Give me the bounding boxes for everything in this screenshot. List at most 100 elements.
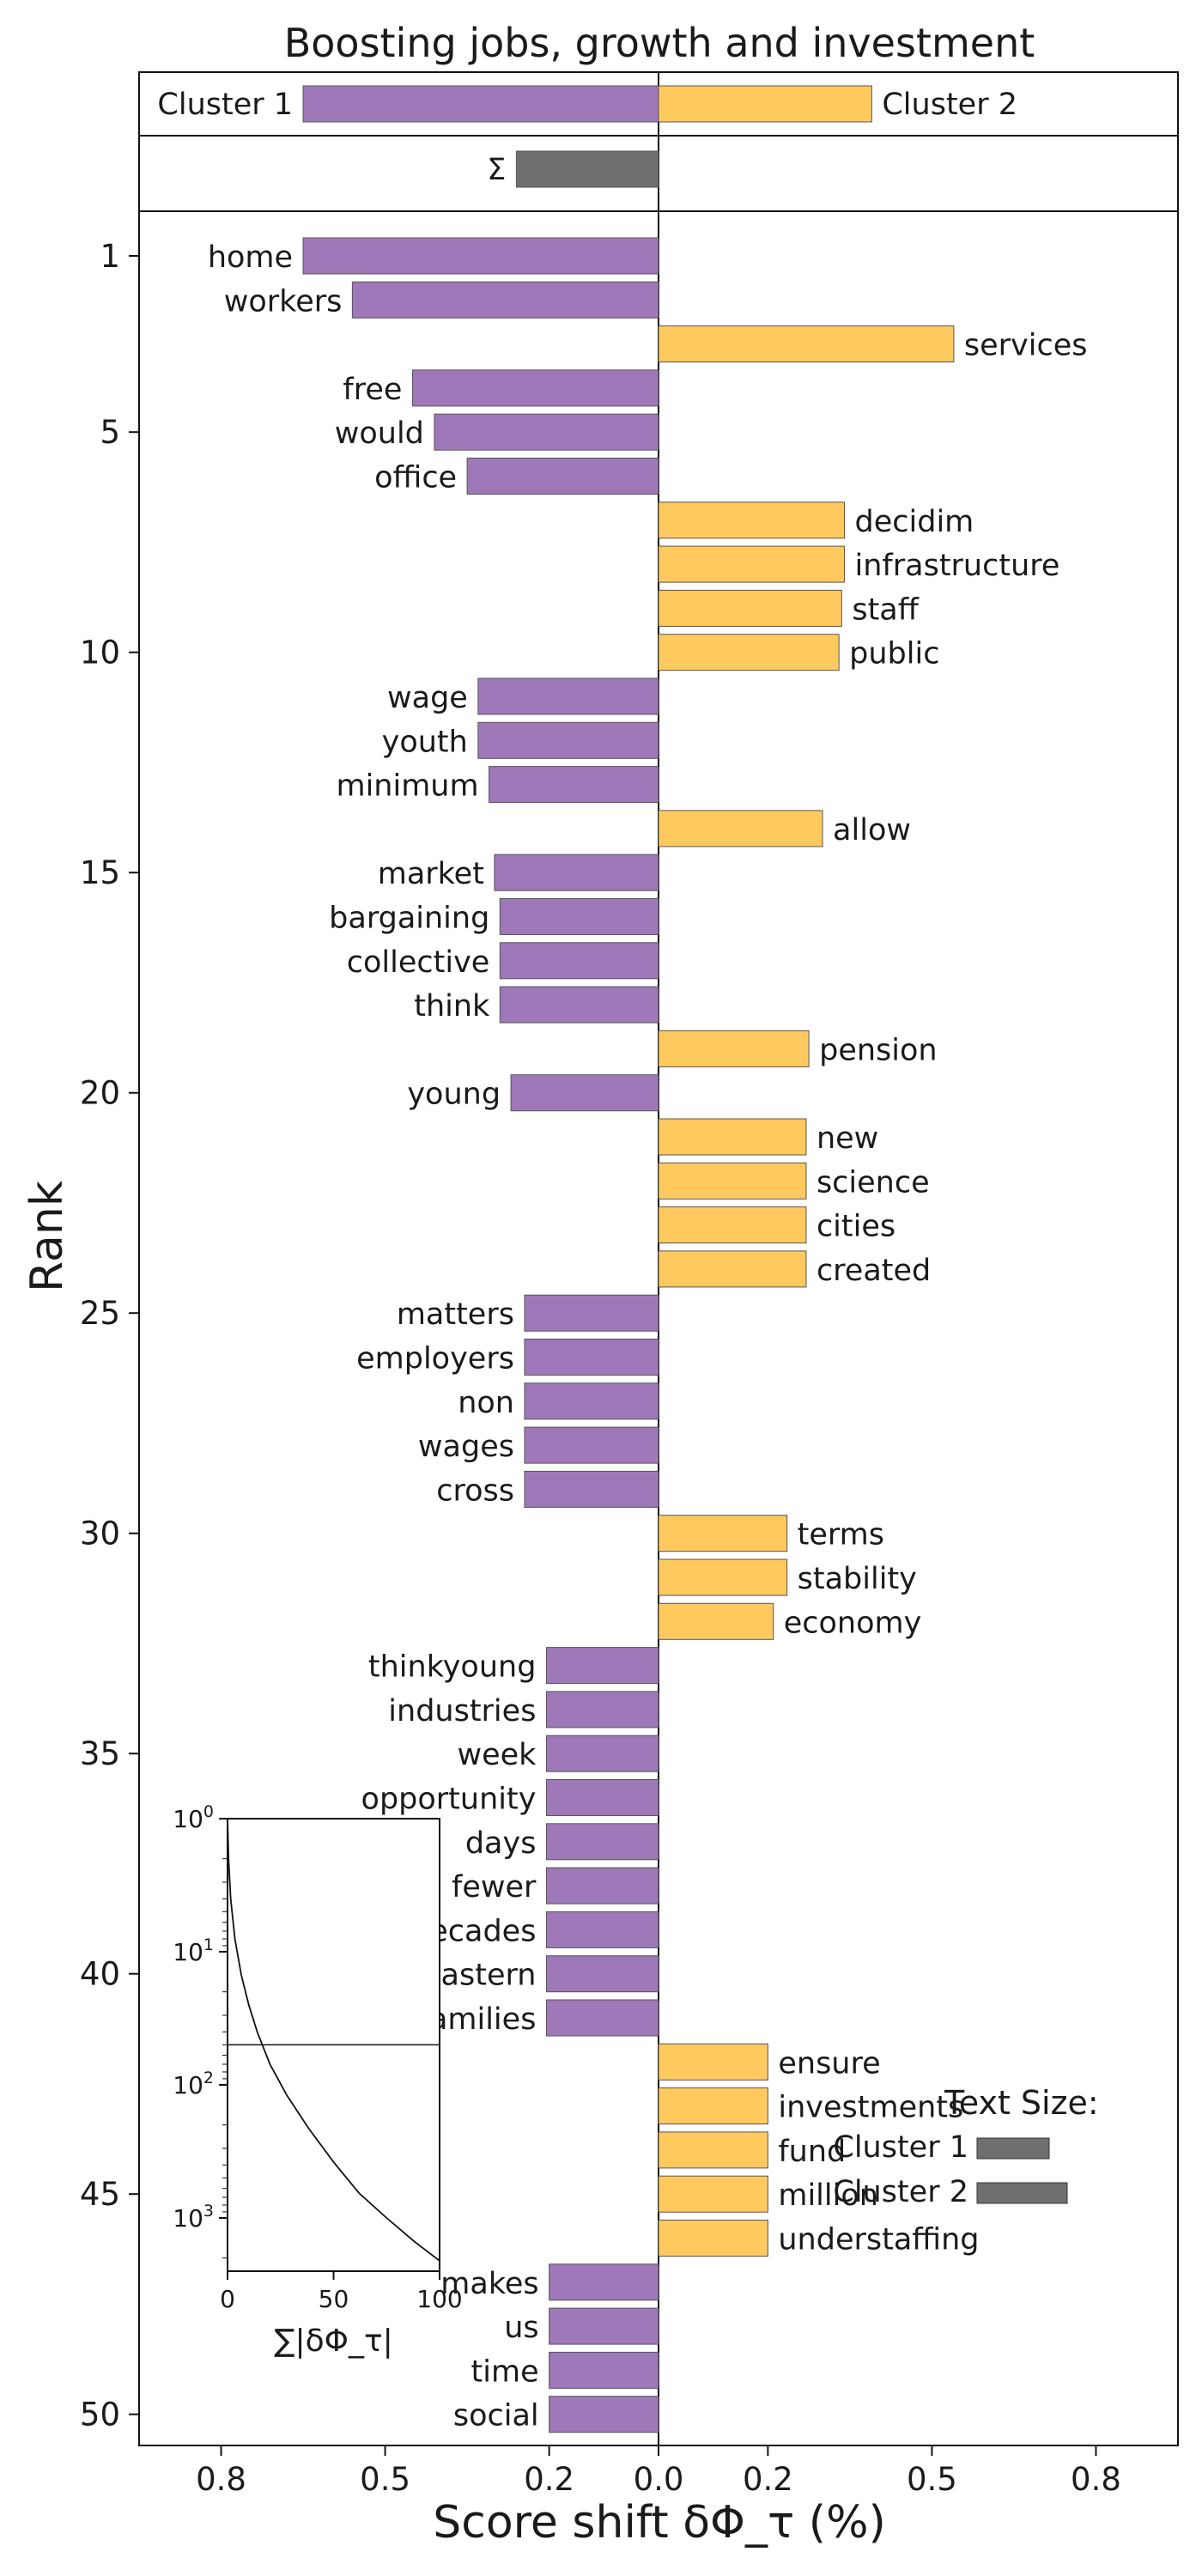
word-bar <box>658 634 840 671</box>
word-label: infrastructure <box>855 549 1060 583</box>
word-bar <box>499 898 659 935</box>
word-label: market <box>378 857 484 891</box>
inset-y-tick-label: 101 <box>173 1935 214 1966</box>
word-bars: home workers services free would office decidi… <box>208 237 1088 2433</box>
word-label: office <box>374 461 457 495</box>
word-bar <box>658 325 955 363</box>
word-bar <box>499 986 659 1024</box>
word-bar <box>477 721 659 759</box>
word-label: economy <box>784 1606 922 1640</box>
cluster2-total-bar <box>658 85 872 123</box>
word-label: collective <box>347 945 490 980</box>
cumulative-inset: 0 50 100 100 101 102 103 ∑|δΦ_τ| <box>173 1802 462 2359</box>
word-label: pension <box>819 1033 938 1067</box>
word-label: cities <box>817 1210 895 1244</box>
word-label: cross <box>436 1473 514 1508</box>
word-label: decidim <box>855 505 974 539</box>
word-label: allow <box>833 813 911 848</box>
x-tick-label: 0.8 <box>1071 2461 1121 2498</box>
word-bar <box>658 1250 807 1288</box>
word-bar <box>524 1470 659 1508</box>
word-bar <box>489 766 659 804</box>
inset-y-tick-label: 100 <box>173 1802 214 1833</box>
word-label: days <box>465 1826 537 1861</box>
x-tick-label: 0.5 <box>360 2461 410 2498</box>
word-bar <box>658 1162 807 1200</box>
word-label: industries <box>388 1694 536 1728</box>
word-bar <box>524 1339 659 1376</box>
word-label: youth <box>382 725 468 759</box>
word-label: thinkyoung <box>368 1650 537 1685</box>
word-label: home <box>208 240 293 275</box>
cluster1-total-bar <box>302 85 659 123</box>
word-bar <box>658 1558 788 1596</box>
word-label: makes <box>440 2267 538 2301</box>
word-label: us <box>504 2311 538 2345</box>
word-bar <box>658 2043 768 2081</box>
word-label: staff <box>852 592 919 627</box>
inset-x-tick-label: 0 <box>220 2285 235 2313</box>
word-bar <box>545 1779 659 1816</box>
word-label: new <box>817 1121 878 1156</box>
word-bar <box>510 1074 659 1112</box>
text-size-cluster2-label: Cluster 2 <box>833 2175 968 2209</box>
word-bar <box>524 1382 659 1420</box>
word-label: non <box>458 1386 514 1420</box>
y-tick-label: 45 <box>80 2176 120 2213</box>
word-label: week <box>457 1738 537 1772</box>
y-tick-label: 25 <box>80 1295 120 1332</box>
word-label: investments <box>778 2091 963 2125</box>
text-size-cluster2-bar <box>976 2182 1068 2204</box>
y-tick-label: 35 <box>80 1735 120 1772</box>
word-label: science <box>817 1165 930 1200</box>
x-axis-label: Score shift δΦ_τ (%) <box>433 2497 886 2549</box>
x-tick-label: 0.5 <box>907 2461 957 2498</box>
cluster2-total-label: Cluster 2 <box>882 88 1017 122</box>
word-label: understaffing <box>778 2223 979 2257</box>
word-bar <box>658 1030 810 1067</box>
word-bar <box>524 1426 659 1464</box>
word-label: bargaining <box>329 902 489 936</box>
word-bar <box>545 1691 659 1728</box>
x-tick-label: 0.2 <box>524 2461 574 2498</box>
y-tick-label: 30 <box>80 1516 120 1552</box>
word-bar <box>545 1735 659 1772</box>
text-size-title: Text Size: <box>944 2084 1099 2122</box>
word-label: would <box>335 416 424 451</box>
word-bar <box>411 369 659 407</box>
word-label: matters <box>397 1297 514 1332</box>
word-label: wage <box>387 681 468 715</box>
word-label: free <box>343 373 402 407</box>
word-bar <box>545 1999 659 2037</box>
sigma-bar <box>515 150 659 188</box>
word-bar <box>658 2220 768 2257</box>
y-tick-label: 50 <box>80 2397 120 2433</box>
word-label: opportunity <box>361 1783 537 1817</box>
word-bar <box>658 1118 807 1156</box>
x-tick-label: 0.8 <box>196 2461 246 2498</box>
word-bar <box>549 2396 659 2433</box>
word-bar <box>494 854 659 891</box>
word-bar <box>545 1823 659 1861</box>
word-label: think <box>414 989 490 1024</box>
inset-x-tick-label: 100 <box>416 2285 462 2313</box>
word-bar <box>524 1294 659 1332</box>
y-tick-label: 20 <box>80 1075 120 1112</box>
word-bar <box>549 2263 659 2301</box>
summary-panel: Cluster 1 Cluster 2 Σ <box>157 85 1017 188</box>
word-bar <box>658 589 842 627</box>
word-bar <box>658 1515 788 1552</box>
word-bar <box>658 1206 807 1244</box>
inset-x-tick-label: 50 <box>319 2285 349 2313</box>
word-label: time <box>471 2354 539 2389</box>
word-label: eastern <box>422 1959 536 1993</box>
word-bar <box>658 810 823 848</box>
y-tick-label: 1 <box>100 238 120 275</box>
word-label: services <box>964 329 1088 363</box>
x-tick-label: 0.0 <box>634 2461 684 2498</box>
text-size-legend: Text Size: Cluster 1 Cluster 2 <box>833 2084 1098 2209</box>
chart-title: Boosting jobs, growth and investment <box>284 20 1035 66</box>
word-label: wages <box>418 1430 514 1464</box>
